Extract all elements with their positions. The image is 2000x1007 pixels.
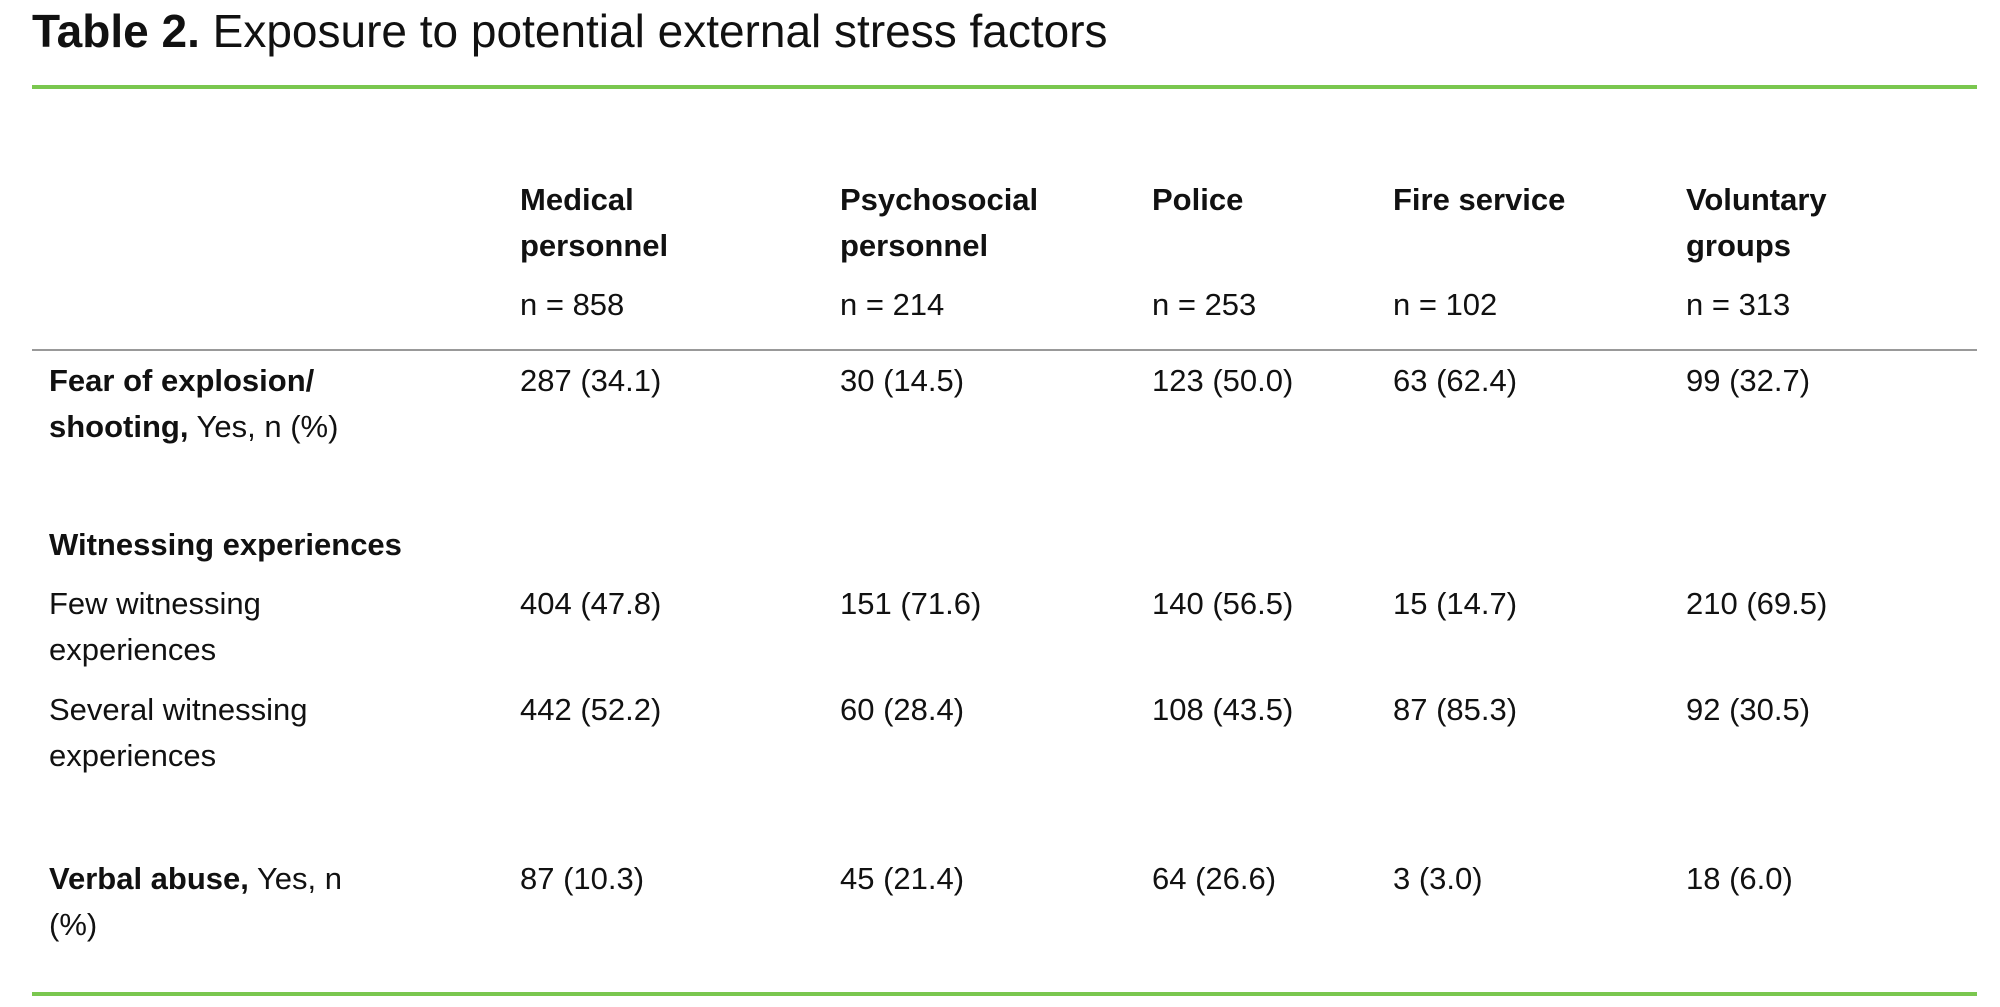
bottom-rule xyxy=(32,992,1977,996)
table-cell: 92 (30.5) xyxy=(1686,692,1811,727)
title-text: Exposure to potential external stress fa… xyxy=(212,5,1108,57)
table-cell: 442 (52.2) xyxy=(520,692,662,727)
header-rule xyxy=(32,349,1977,351)
row-label-text: Yes, n (%) xyxy=(196,409,339,444)
table-cell: 99 (32.7) xyxy=(1686,363,1811,398)
row-label-text: Several witnessing experiences xyxy=(49,692,308,773)
column-n: n = 313 xyxy=(1686,287,1791,322)
table-cell: 404 (47.8) xyxy=(520,586,662,621)
row-label-text: Few witnessing experiences xyxy=(49,586,261,667)
table-cell: 140 (56.5) xyxy=(1152,586,1294,621)
row-label: Several witnessing experiences xyxy=(49,687,379,779)
column-header: Psychosocial personnel xyxy=(840,182,1039,263)
table-cell: 64 (26.6) xyxy=(1152,861,1277,896)
table-cell: 63 (62.4) xyxy=(1393,363,1518,398)
table-cell: 287 (34.1) xyxy=(520,363,662,398)
row-label-text: Yes, n (%) xyxy=(49,861,342,942)
row-label: Verbal abuse, Yes, n (%) xyxy=(49,856,379,948)
title-label: Table 2. xyxy=(32,5,200,57)
table-cell: 18 (6.0) xyxy=(1686,861,1793,896)
table-cell: 3 (3.0) xyxy=(1393,861,1483,896)
row-label: Few witnessing experiences xyxy=(49,581,379,673)
row-label: Fear of explosion/ shooting, Yes, n (%) xyxy=(49,358,379,450)
table-cell: 108 (43.5) xyxy=(1152,692,1294,727)
column-header: Medical personnel xyxy=(520,182,669,263)
table-cell: 87 (85.3) xyxy=(1393,692,1518,727)
column-header: Voluntary groups xyxy=(1686,182,1827,263)
column-n: n = 253 xyxy=(1152,287,1257,322)
table-cell: 210 (69.5) xyxy=(1686,586,1828,621)
row-label-bold: Verbal abuse, xyxy=(49,861,249,896)
table-cell: 45 (21.4) xyxy=(840,861,965,896)
column-n: n = 858 xyxy=(520,287,625,322)
column-n: n = 214 xyxy=(840,287,945,322)
row-label-bold: Fear of explosion/ shooting, xyxy=(49,363,315,444)
table-cell: 123 (50.0) xyxy=(1152,363,1294,398)
table-cell: 151 (71.6) xyxy=(840,586,982,621)
table-cell: 30 (14.5) xyxy=(840,363,965,398)
table-title: Table 2. Exposure to potential external … xyxy=(32,4,1108,58)
top-rule xyxy=(32,85,1977,89)
table-cell: 87 (10.3) xyxy=(520,861,645,896)
column-header: Fire service xyxy=(1393,182,1566,217)
column-n: n = 102 xyxy=(1393,287,1498,322)
column-header: Police xyxy=(1152,182,1244,217)
section-label: Witnessing experiences xyxy=(49,527,402,562)
table-cell: 15 (14.7) xyxy=(1393,586,1518,621)
table-cell: 60 (28.4) xyxy=(840,692,965,727)
